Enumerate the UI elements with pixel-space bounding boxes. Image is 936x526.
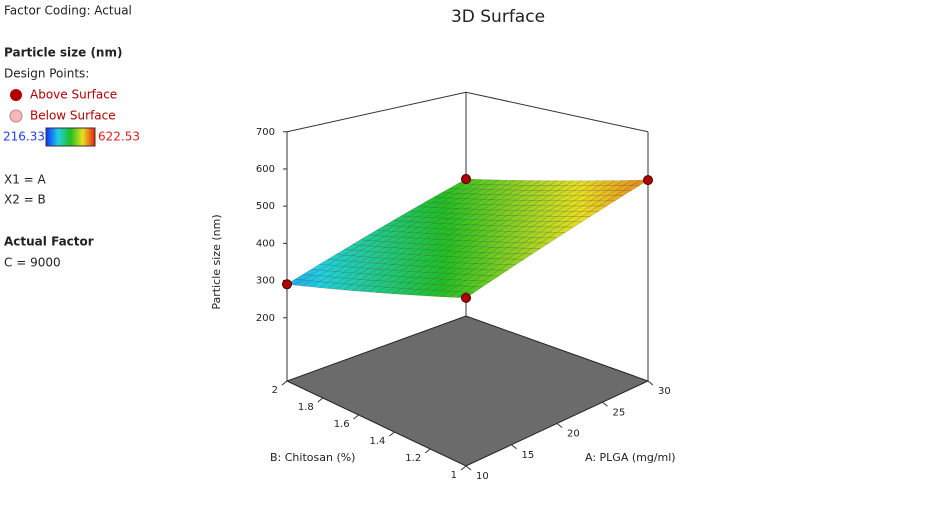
z-tick-label: 500	[256, 201, 275, 212]
x-tick-label: 20	[567, 429, 580, 440]
y-tick	[353, 414, 359, 420]
design-points-label: Design Points:	[4, 67, 89, 81]
z-tick-label: 400	[256, 238, 275, 249]
factor: X2 = B	[4, 193, 46, 207]
z-axis-label: Particle size (nm)	[210, 214, 223, 309]
legend-marker	[9, 109, 23, 123]
y-tick-label: 1.2	[405, 453, 421, 464]
x-tick-label: 10	[476, 471, 489, 482]
box-edge	[286, 91, 649, 133]
actual-factor: C = 9000	[4, 256, 61, 270]
x-tick	[647, 380, 654, 386]
x-tick-label: 15	[522, 450, 535, 461]
y-tick	[281, 380, 288, 386]
response: Particle size (nm)	[4, 46, 122, 60]
y-tick-label: 1.6	[334, 419, 350, 430]
x-tick	[556, 423, 563, 428]
y-tick	[317, 397, 324, 403]
y-axis-label: B: Chitosan (%)	[270, 451, 355, 464]
colorscale-min: 216.33	[3, 130, 45, 144]
colorscale-bar	[45, 127, 96, 147]
design-point	[461, 174, 471, 185]
y-tick-label: 1.8	[298, 402, 314, 413]
y-tick	[424, 448, 431, 454]
actual-factor-title: Actual Factor	[4, 235, 94, 249]
y-tick-label: 1	[451, 470, 457, 481]
floor	[285, 315, 650, 467]
x-tick-label: 25	[613, 407, 626, 418]
factor: X1 = A	[4, 173, 47, 187]
x-tick	[602, 401, 608, 407]
y-tick	[460, 465, 467, 471]
x-tick	[465, 465, 472, 471]
legend-marker	[10, 89, 22, 101]
x-tick-label: 30	[658, 386, 671, 397]
z-tick-label: 300	[256, 276, 275, 287]
legend-label: Below Surface	[30, 109, 116, 123]
x-tick	[511, 444, 517, 450]
colorscale-max: 622.53	[98, 130, 140, 144]
z-tick-label: 600	[256, 164, 275, 175]
y-tick	[389, 431, 395, 437]
chart-title: 3D Surface	[451, 7, 545, 27]
design-point	[282, 279, 292, 290]
y-tick-label: 2	[272, 385, 278, 396]
y-tick-label: 1.4	[369, 436, 385, 447]
z-tick-label: 700	[256, 127, 275, 138]
z-tick-label: 200	[256, 313, 275, 324]
coding: Factor Coding: Actual	[4, 4, 132, 18]
legend-label: Above Surface	[30, 88, 117, 102]
design-point	[461, 292, 471, 303]
x-axis-label: A: PLGA (mg/ml)	[585, 451, 676, 464]
design-point	[643, 175, 653, 186]
